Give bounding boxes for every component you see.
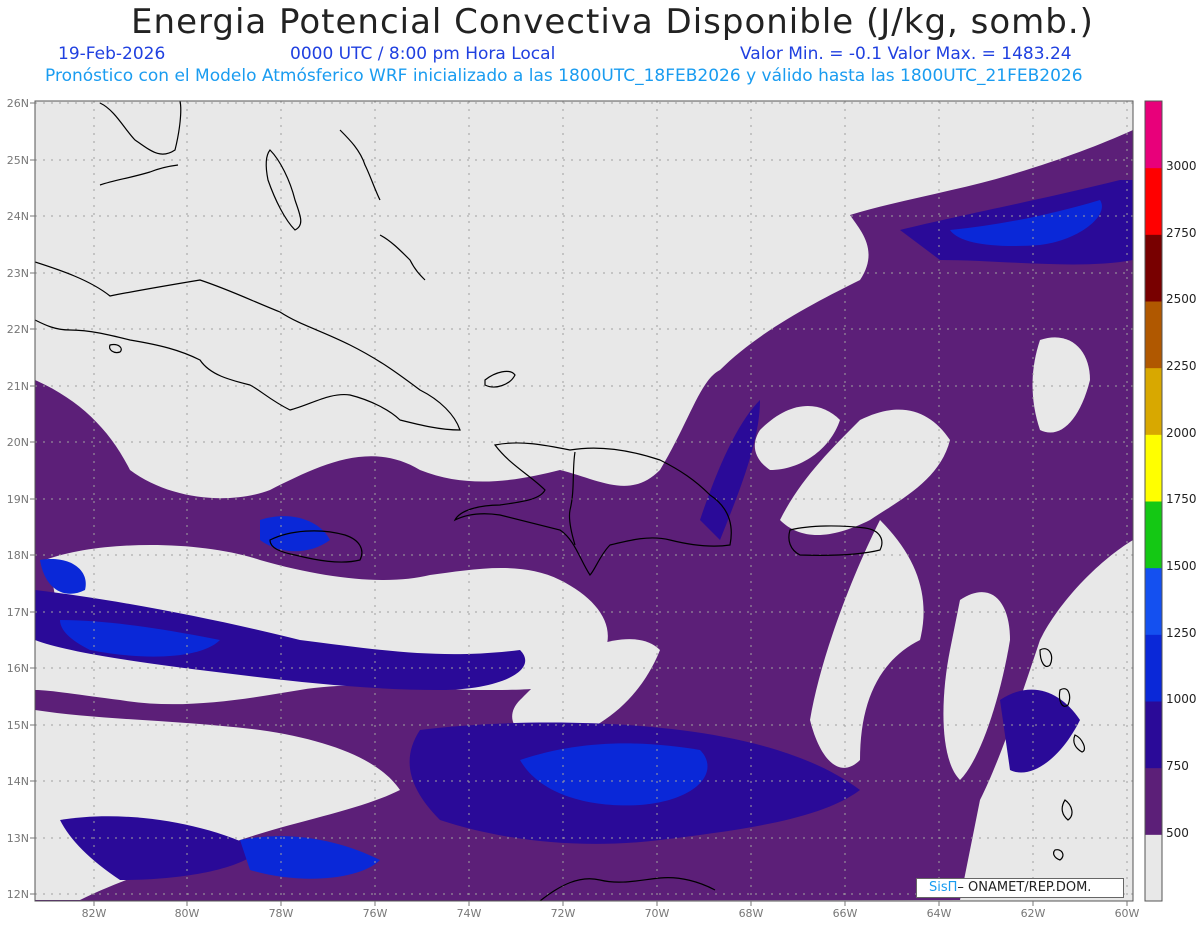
no-cape-region (512, 639, 660, 741)
lat-label: 22N (7, 323, 29, 336)
colorbar-swatch (1145, 701, 1162, 769)
coast-south-america (539, 877, 716, 901)
lon-label: 62W (1021, 907, 1046, 920)
lat-label: 13N (7, 832, 29, 845)
no-cape-region (780, 409, 950, 535)
colorbar-swatch (1145, 367, 1162, 435)
colorbar-swatch (1145, 567, 1162, 635)
lon-label: 78W (269, 907, 294, 920)
colorbar-swatch (1145, 167, 1162, 235)
lon-label: 80W (175, 907, 200, 920)
colorbar-swatch (1145, 834, 1162, 902)
lat-label: 17N (7, 606, 29, 619)
lat-label: 20N (7, 436, 29, 449)
colorbar-swatch (1145, 634, 1162, 702)
coast-florida-keys (99, 164, 179, 186)
cape-1000-region (40, 200, 1102, 879)
colorbar-label: 500 (1166, 826, 1189, 840)
coast-florida (99, 101, 182, 155)
lat-label: 23N (7, 267, 29, 280)
map-title: Energia Potencial Convectiva Disponible … (131, 2, 1094, 42)
colorbar-label: 1750 (1166, 492, 1197, 506)
colorbar-frame (1144, 100, 1163, 902)
coast-lesser-antilles (1039, 648, 1086, 861)
lon-label: 72W (551, 907, 576, 920)
lon-label: 82W (82, 907, 107, 920)
coastlines (35, 101, 1086, 901)
coast-hispaniola (453, 442, 732, 576)
lat-label: 26N (7, 97, 29, 110)
colorbar-labels: 3000 2750 2500 2250 2000 1750 1500 1250 … (1166, 159, 1197, 840)
no-cape-region (754, 406, 840, 470)
coast-bahamas-inagua (484, 370, 516, 388)
lat-label: 21N (7, 380, 29, 393)
colorbar-label: 3000 (1166, 159, 1197, 173)
colorbar-label: 2750 (1166, 226, 1197, 240)
lon-label: 70W (645, 907, 670, 920)
lat-axis: 26N 25N 24N 23N 22N 21N 20N 19N 18N 17N … (7, 97, 29, 901)
lat-label: 16N (7, 662, 29, 675)
no-cape-region (943, 592, 1010, 780)
lat-ticks (30, 102, 35, 895)
no-cape-region (1075, 560, 1133, 880)
lat-label: 18N (7, 549, 29, 562)
model-info: Pronóstico con el Modelo Atmósferico WRF… (45, 66, 1083, 86)
lon-label: 66W (833, 907, 858, 920)
map-frame (34, 100, 1134, 902)
coast-bahamas-andros (265, 149, 302, 231)
lon-axis: 82W 80W 78W 76W 74W 72W 70W 68W 66W 64W … (82, 907, 1140, 920)
colorbar-label: 1250 (1166, 626, 1197, 640)
colorbar-label: 2000 (1166, 426, 1197, 440)
lon-label: 60W (1115, 907, 1140, 920)
lon-label: 76W (363, 907, 388, 920)
coast-bahamas-eleuthera (339, 129, 381, 201)
colorbar-swatch (1145, 101, 1162, 169)
cape-field (35, 101, 1133, 901)
colorbar-label: 2250 (1166, 359, 1197, 373)
coast-puerto-rico (788, 525, 883, 556)
coast-isla-juventud (109, 343, 122, 354)
coast-jamaica (269, 530, 363, 563)
lon-label: 64W (927, 907, 952, 920)
grid-lines (35, 101, 1133, 901)
colorbar-label: 1000 (1166, 692, 1197, 706)
colorbar-swatch (1145, 767, 1162, 835)
lat-label: 15N (7, 719, 29, 732)
colorbar-swatch (1145, 234, 1162, 302)
lon-label: 74W (457, 907, 482, 920)
coast-cuba (35, 261, 461, 431)
colorbar-label: 1500 (1166, 559, 1197, 573)
colorbar-label: 2500 (1166, 292, 1197, 306)
credit-box: SisΠ– ONAMET/REP.DOM. (916, 878, 1124, 898)
colorbar (1145, 101, 1162, 902)
lat-label: 25N (7, 154, 29, 167)
lat-label: 12N (7, 888, 29, 901)
credit-org: – ONAMET/REP.DOM. (957, 880, 1092, 895)
no-cape-region (810, 520, 924, 768)
coast-haiti-border (568, 451, 576, 546)
min-max-values: Valor Min. = -0.1 Valor Max. = 1483.24 (740, 44, 1072, 64)
lat-label: 19N (7, 493, 29, 506)
forecast-date: 19-Feb-2026 (58, 44, 166, 64)
colorbar-swatch (1145, 501, 1162, 569)
credit-brand: SisΠ (929, 880, 958, 895)
colorbar-swatch (1145, 301, 1162, 369)
colorbar-swatch (1145, 434, 1162, 502)
colorbar-label: 750 (1166, 759, 1189, 773)
no-cape-region (1032, 337, 1090, 433)
lon-label: 68W (739, 907, 764, 920)
lat-label: 24N (7, 210, 29, 223)
coast-bahamas-long (379, 234, 426, 281)
forecast-time: 0000 UTC / 8:00 pm Hora Local (290, 44, 556, 64)
lat-label: 14N (7, 775, 29, 788)
lon-ticks (93, 901, 1128, 906)
